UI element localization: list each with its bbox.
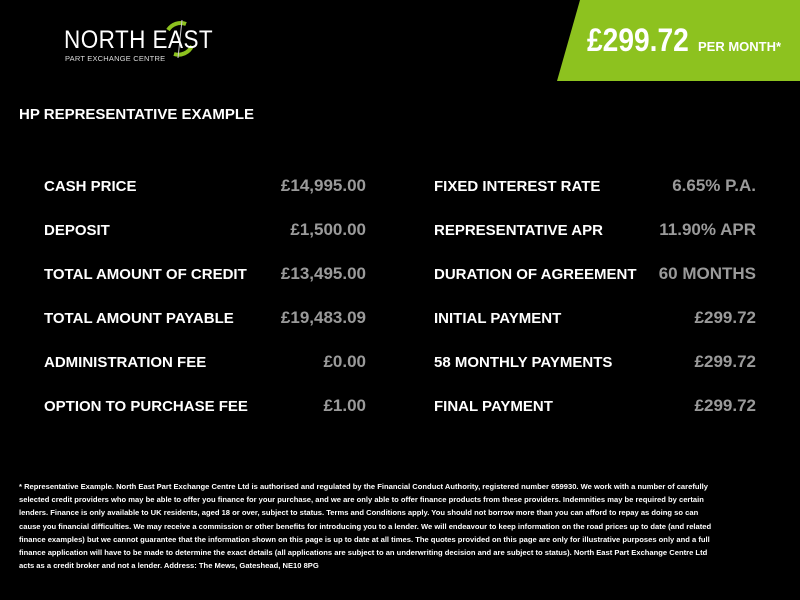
row-label: INITIAL PAYMENT bbox=[434, 310, 562, 327]
row-value: 6.65% P.A. bbox=[672, 176, 756, 195]
row-value: £299.72 bbox=[694, 308, 756, 327]
brand-logo: NORTH EAST PART EXCHANGE CENTRE bbox=[64, 18, 214, 68]
row-label: FIXED INTEREST RATE bbox=[434, 178, 601, 195]
row-label: CASH PRICE bbox=[44, 178, 137, 195]
row-value: £1,500.00 bbox=[290, 220, 366, 239]
finance-column-right: FIXED INTEREST RATE 6.65% P.A. REPRESENTA… bbox=[434, 176, 756, 440]
brand-subtitle: PART EXCHANGE CENTRE bbox=[65, 54, 166, 63]
brand-name: NORTH EAST bbox=[64, 26, 214, 54]
row-value: £1.00 bbox=[323, 396, 366, 415]
finance-row: FINAL PAYMENT £299.72 bbox=[434, 396, 756, 440]
row-label: OPTION TO PURCHASE FEE bbox=[44, 398, 248, 415]
row-value: £19,483.09 bbox=[280, 308, 366, 327]
finance-row: DEPOSIT £1,500.00 bbox=[44, 220, 366, 264]
finance-row: OPTION TO PURCHASE FEE £1.00 bbox=[44, 396, 366, 440]
finance-column-left: CASH PRICE £14,995.00 DEPOSIT £1,500.00 TO… bbox=[44, 176, 366, 440]
page-title: HP REPRESENTATIVE EXAMPLE bbox=[19, 106, 255, 123]
finance-row: 58 MONTHLY PAYMENTS £299.72 bbox=[434, 352, 756, 396]
row-value: £0.00 bbox=[323, 352, 366, 371]
finance-row: ADMINISTRATION FEE £0.00 bbox=[44, 352, 366, 396]
finance-row: TOTAL AMOUNT PAYABLE £19,483.09 bbox=[44, 308, 366, 352]
finance-row: DURATION OF AGREEMENT 60 MONTHS bbox=[434, 264, 756, 308]
row-label: ADMINISTRATION FEE bbox=[44, 354, 207, 371]
per-month-label: PER MONTH* bbox=[698, 39, 782, 54]
row-value: £299.72 bbox=[694, 396, 756, 415]
row-value: £14,995.00 bbox=[280, 176, 366, 195]
finance-row: FIXED INTEREST RATE 6.65% P.A. bbox=[434, 176, 756, 220]
row-value: £13,495.00 bbox=[280, 264, 366, 283]
row-value: 60 MONTHS bbox=[658, 264, 756, 283]
disclaimer-text: * Representative Example. North East Par… bbox=[19, 482, 712, 571]
finance-row: TOTAL AMOUNT OF CREDIT £13,495.00 bbox=[44, 264, 366, 308]
row-value: £299.72 bbox=[694, 352, 756, 371]
monthly-price-banner: £299.72 PER MONTH* bbox=[557, 0, 800, 81]
row-label: FINAL PAYMENT bbox=[434, 398, 553, 415]
finance-row: INITIAL PAYMENT £299.72 bbox=[434, 308, 756, 352]
row-label: TOTAL AMOUNT PAYABLE bbox=[44, 310, 234, 327]
row-label: DURATION OF AGREEMENT bbox=[434, 266, 637, 283]
compass-arrows-icon bbox=[166, 19, 194, 59]
row-label: DEPOSIT bbox=[44, 222, 110, 239]
row-value: 11.90% APR bbox=[659, 220, 756, 239]
row-label: REPRESENTATIVE APR bbox=[434, 222, 603, 239]
row-label: 58 MONTHLY PAYMENTS bbox=[434, 354, 613, 371]
finance-row: REPRESENTATIVE APR 11.90% APR bbox=[434, 220, 756, 264]
monthly-price: £299.72 bbox=[587, 22, 689, 58]
finance-row: CASH PRICE £14,995.00 bbox=[44, 176, 366, 220]
row-label: TOTAL AMOUNT OF CREDIT bbox=[44, 266, 247, 283]
